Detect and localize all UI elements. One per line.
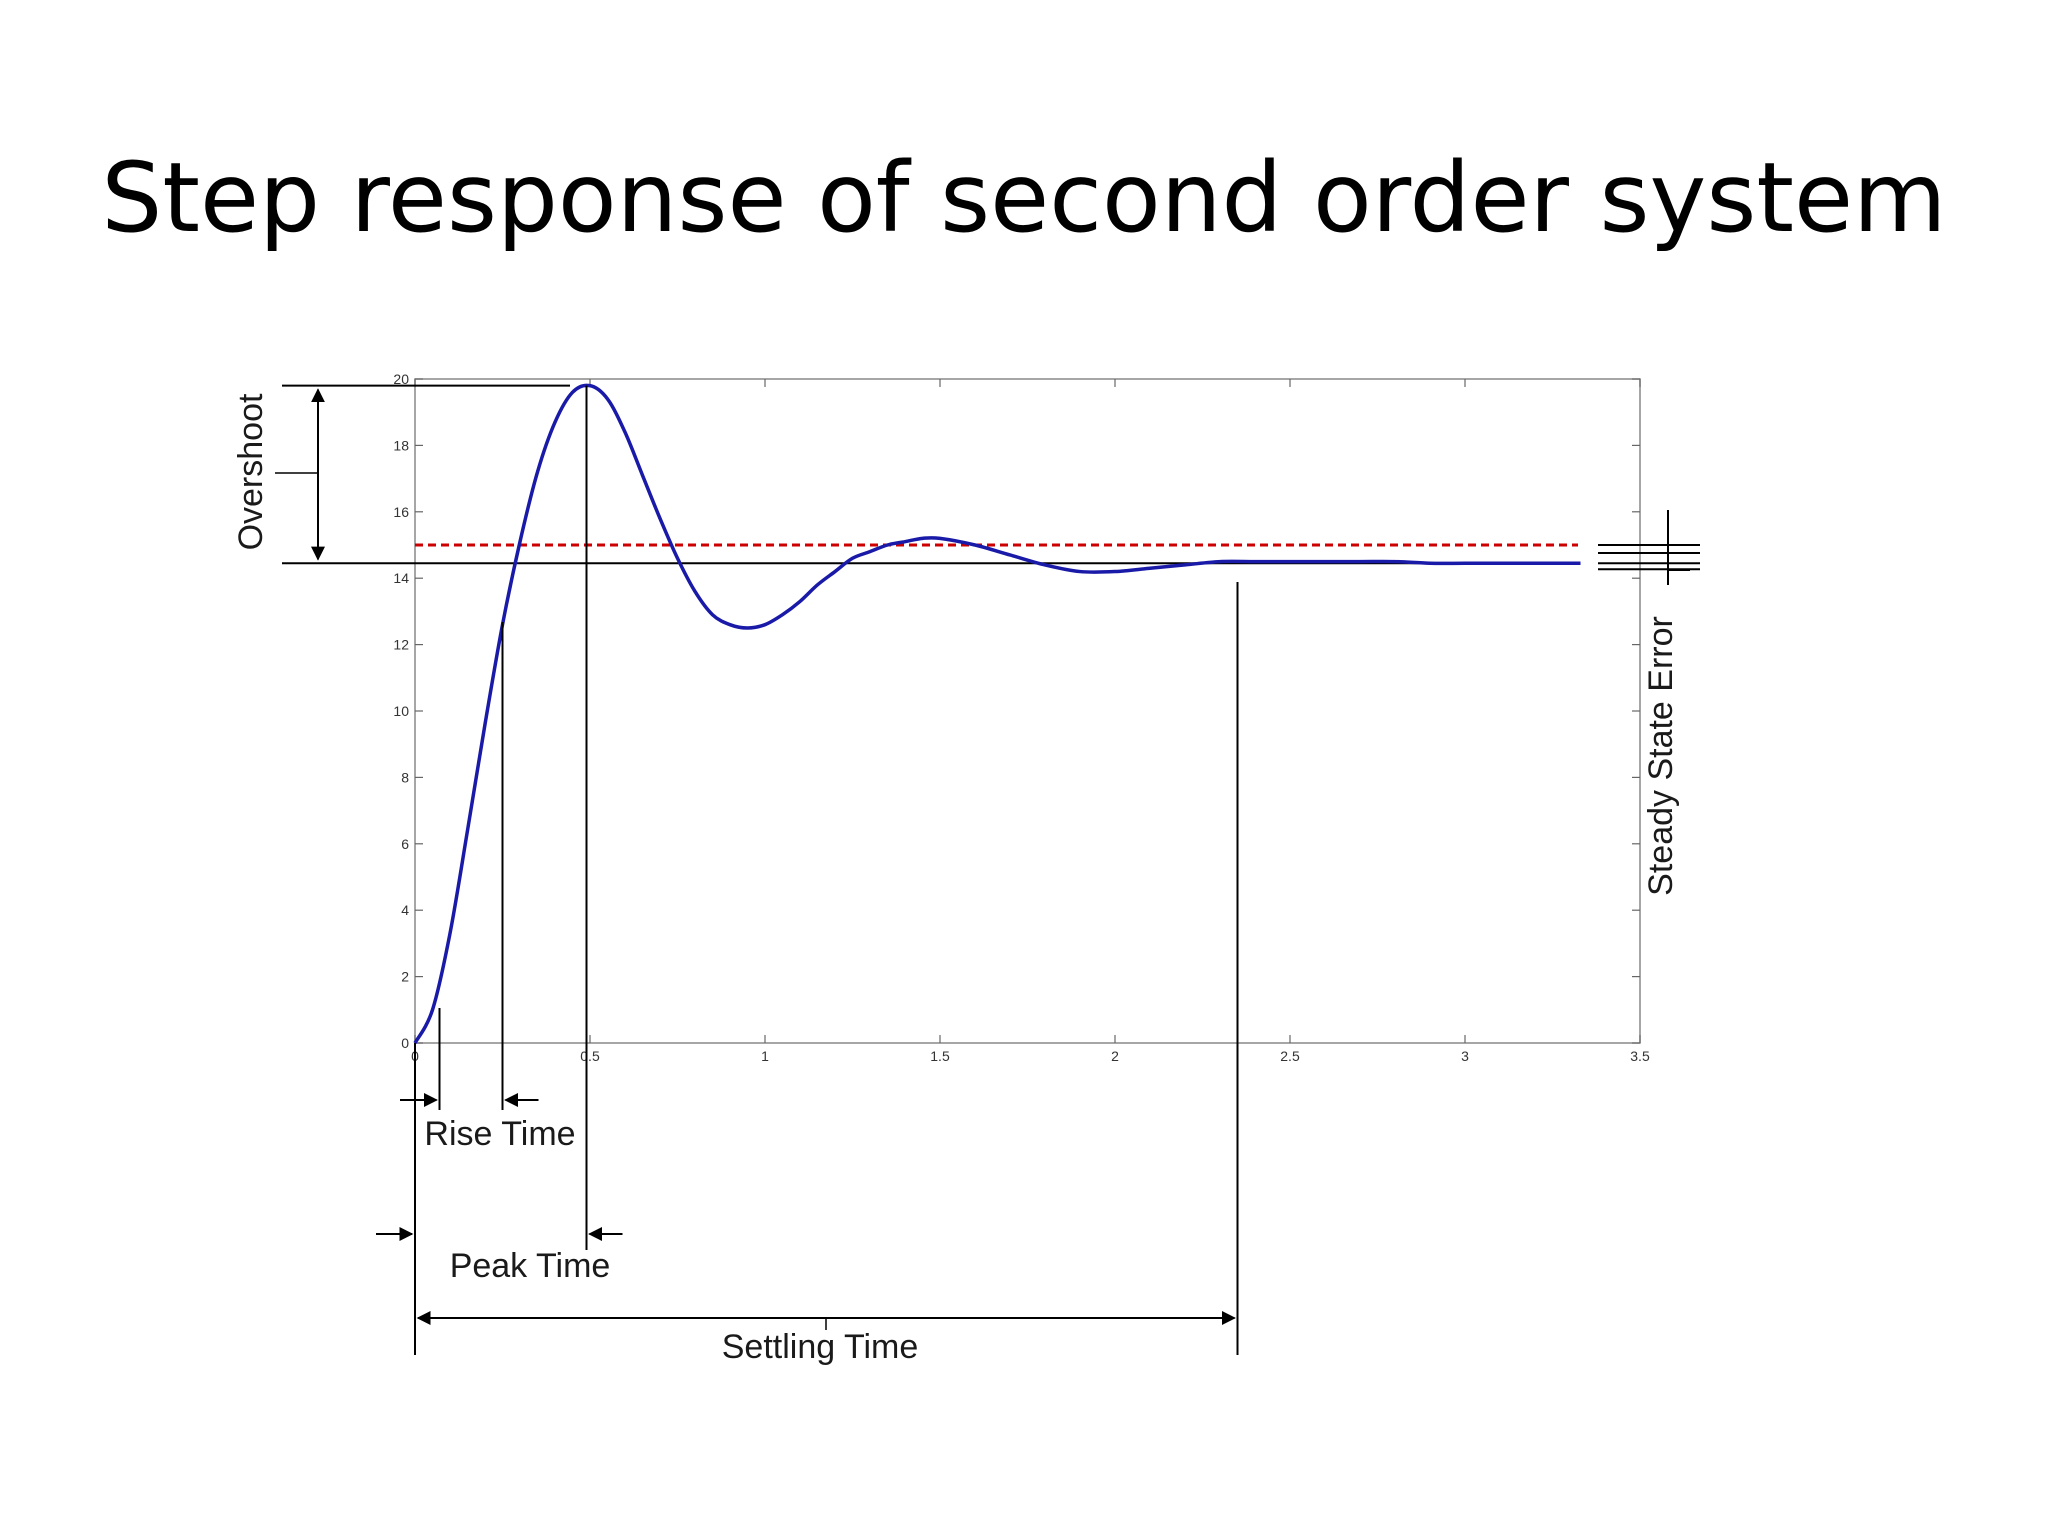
settling-time-label: Settling Time (722, 1328, 919, 1366)
y-tick-label: 6 (401, 836, 409, 852)
y-tick-label: 16 (393, 504, 409, 520)
y-tick-label: 20 (393, 371, 409, 387)
steady-state-error-label: Steady State Error (1642, 616, 1680, 896)
y-tick-label: 18 (393, 437, 409, 453)
y-tick-label: 0 (401, 1035, 409, 1051)
y-tick-label: 12 (393, 637, 409, 653)
plot-frame (414, 378, 1641, 1044)
x-tick-label: 2 (1111, 1048, 1119, 1064)
x-tick-label: 3 (1461, 1048, 1469, 1064)
y-tick-label: 14 (393, 570, 409, 586)
y-tick-label: 2 (401, 969, 409, 985)
x-tick-label: 3.5 (1630, 1048, 1650, 1064)
y-tick-label: 10 (393, 703, 409, 719)
response-curve (413, 383, 1581, 1044)
rise-time-label: Rise Time (424, 1115, 575, 1153)
slide-title: Step response of second order system (101, 142, 1947, 254)
x-tick-label: 2.5 (1280, 1048, 1300, 1064)
y-tick-label: 8 (401, 769, 409, 785)
x-tick-label: 1.5 (930, 1048, 950, 1064)
overshoot-label: Overshoot (232, 393, 270, 550)
y-tick-label: 4 (401, 902, 409, 918)
peak-time-label: Peak Time (450, 1247, 611, 1285)
x-tick-label: 1 (761, 1048, 769, 1064)
x-tick-label: 0.5 (580, 1048, 600, 1064)
